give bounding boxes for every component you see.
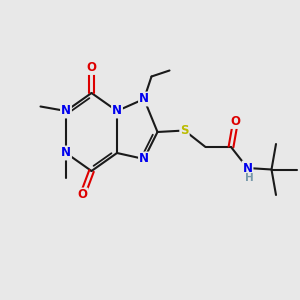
Text: N: N (112, 104, 122, 118)
Text: N: N (61, 104, 71, 118)
Text: H: H (244, 173, 253, 183)
Text: N: N (61, 146, 71, 160)
Text: N: N (139, 92, 149, 106)
Text: N: N (139, 152, 149, 166)
Text: S: S (180, 124, 189, 137)
Text: O: O (77, 188, 88, 202)
Text: O: O (230, 115, 241, 128)
Text: O: O (86, 61, 97, 74)
Text: N: N (242, 161, 253, 175)
